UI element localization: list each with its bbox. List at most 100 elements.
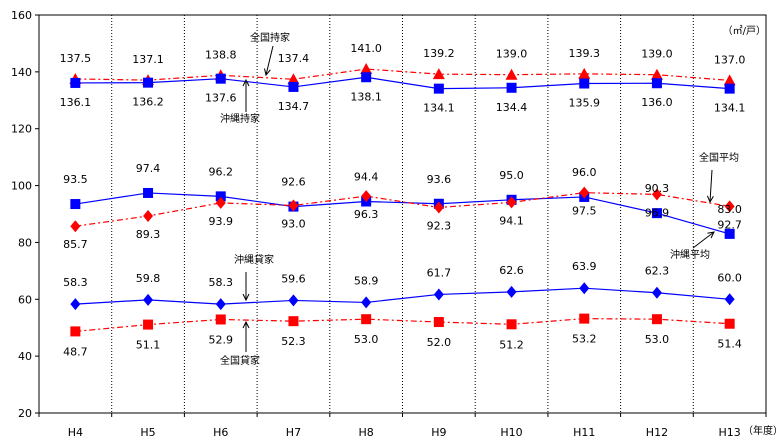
data-label: 137.6 [205,92,237,105]
callout-arrow-head [242,293,250,302]
data-point-square [288,81,299,92]
data-point-square [361,72,372,83]
x-tick-label: H12 [646,426,668,439]
data-point-square [215,191,226,202]
data-label: 92.3 [427,219,452,232]
data-point-square [215,73,226,84]
data-point-square [506,82,517,93]
data-point-square [433,317,444,328]
data-point-square [70,77,81,88]
x-tick-label: H13 [719,426,741,439]
series-line [75,318,730,333]
data-labels: 137.5 137.1 138.8 137.4 141.0 139.2 139.0 139.3… [60,42,746,358]
data-label: 89.3 [136,228,161,241]
series-callout-label: 全国平均 [699,151,739,164]
data-point-triangle [287,73,300,85]
callout-arrow-head [707,231,715,239]
callout-arrow-head [242,78,250,87]
y-tick-label: 120 [11,123,32,136]
data-label: 137.0 [714,53,746,66]
x-tick-label: H8 [359,426,374,439]
data-point-diamond [579,186,590,199]
x-tick-label: H4 [68,426,83,439]
callout-arrow-head [706,195,714,204]
data-point-triangle [432,68,445,80]
series-line [75,68,730,81]
data-label: 59.8 [136,272,161,285]
data-label: 51.4 [717,338,742,351]
data-point-diamond [651,188,662,201]
data-label: 93.0 [281,217,306,230]
y-tick-label: 20 [18,407,32,420]
series-markers [69,63,736,337]
data-label: 97.5 [572,205,597,218]
data-point-diamond [506,285,517,298]
data-label: 139.3 [569,47,601,60]
x-tick-label: H10 [500,426,522,439]
callout-arrow-head [242,320,250,329]
data-point-diamond [215,196,226,209]
x-tick-label: H6 [213,426,228,439]
data-label: 95.0 [499,169,524,182]
data-label: 58.3 [209,276,234,289]
data-point-diamond [361,190,372,203]
data-point-square [143,187,154,198]
data-point-diamond [361,296,372,309]
data-label: 61.7 [427,266,452,279]
data-label: 59.6 [281,272,306,285]
data-label: 135.9 [569,97,601,110]
data-point-square [651,78,662,89]
y-tick-label: 80 [18,236,32,249]
data-point-square [433,83,444,94]
data-point-square [70,326,81,337]
x-tick-label: H9 [431,426,446,439]
x-unit-label: （年度） [743,424,783,437]
data-label: 62.6 [499,264,524,277]
data-point-triangle [505,68,518,80]
data-label: 96.9 [645,206,670,219]
data-point-square [215,314,226,325]
data-point-diamond [433,288,444,301]
data-point-diamond [143,209,154,222]
data-point-triangle [360,63,373,75]
series-callout-label: 沖縄貸家 [234,253,274,266]
callout-arrow-line [692,231,715,249]
data-label: 93.9 [209,215,234,228]
data-point-square [724,228,735,239]
data-point-square [143,319,154,330]
data-label: 139.0 [641,48,673,61]
data-label: 92.6 [281,176,306,189]
y-tick-label: 160 [11,9,32,22]
data-label: 136.2 [132,96,164,109]
data-point-diamond [288,199,299,212]
unit-label: （㎡/戸） [723,25,766,37]
y-tick-label: 100 [11,180,32,193]
y-tick-label: 140 [11,66,32,79]
data-point-diamond [143,293,154,306]
data-label: 134.7 [278,100,310,113]
data-label: 52.3 [281,335,306,348]
data-label: 90.3 [645,182,670,195]
data-label: 96.2 [209,165,234,178]
data-label: 94.1 [499,214,524,227]
data-label: 85.7 [63,238,88,251]
y-tick-label: 60 [18,293,32,306]
data-point-diamond [433,201,444,214]
data-label: 134.1 [423,102,455,115]
data-label: 138.1 [350,90,382,103]
data-point-square [288,316,299,327]
series-line [75,192,730,235]
data-point-square [506,319,517,330]
data-point-triangle [723,74,736,86]
data-label: 52.9 [209,333,234,346]
series-callout-label: 沖縄持家 [220,112,260,125]
data-label: 63.9 [572,260,597,273]
data-label: 62.3 [645,265,670,278]
data-point-square [579,78,590,89]
x-axis: H4 H5 H6 H7 H8 H9 H10 H11 H12 H13 [38,413,767,439]
data-point-diamond [724,293,735,306]
series-line [75,76,730,90]
data-label: 139.2 [423,47,455,60]
data-label: 53.0 [645,333,670,346]
